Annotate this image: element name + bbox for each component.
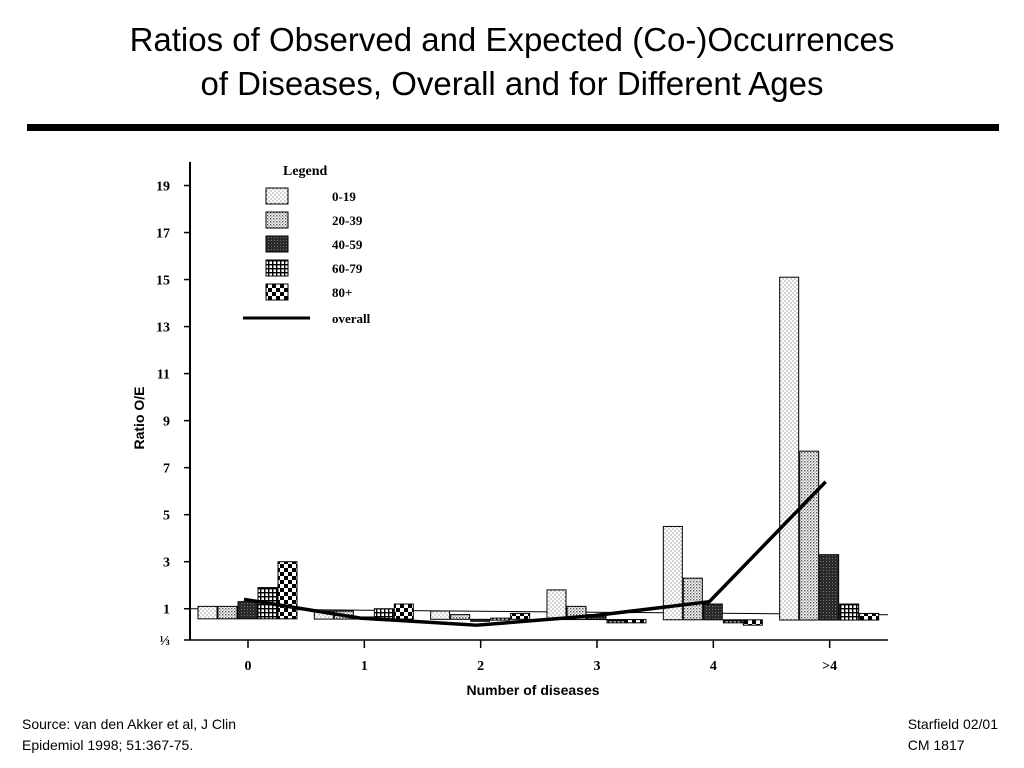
source-note: Source: van den Akker et al, J Clin Epid… <box>22 714 236 756</box>
y-tick-label: 5 <box>163 509 170 524</box>
overall-line-group <box>243 480 827 627</box>
y-tick-label: 17 <box>156 227 170 242</box>
bar-0-19-cat-3 <box>546 589 567 621</box>
bar-80-cat-0 <box>277 561 298 620</box>
overall-line <box>243 480 827 627</box>
x-tick-label: 3 <box>594 659 601 674</box>
y-tick-label: 1 <box>163 603 170 618</box>
bar-0-19-cat-4 <box>779 276 800 621</box>
bar-40-59-cat-4 <box>702 603 723 621</box>
legend-label-0-19: 0-19 <box>332 189 356 204</box>
bar-20-39-cat-4 <box>799 450 820 621</box>
x-tick-label: 0 <box>245 659 252 674</box>
bar-60-79-cat-4 <box>839 603 860 621</box>
bar-80-cat-3 <box>626 619 647 624</box>
legend-label-40-59: 40-59 <box>332 237 363 252</box>
x-axis-label: Number of diseases <box>466 682 599 698</box>
chart-axes <box>189 162 888 641</box>
legend-swatch-80 <box>265 283 289 301</box>
y-tick-label: 19 <box>156 180 170 195</box>
y-axis-label: Ratio O/E <box>131 386 147 449</box>
legend-swatch-40-59 <box>265 235 289 253</box>
slide-title: Ratios of Observed and Expected (Co-)Occ… <box>0 18 1024 106</box>
bar-60-79-cat-4 <box>722 619 743 624</box>
bar-80-cat-4 <box>859 612 880 621</box>
x-tick-label: 4 <box>710 659 717 674</box>
bar-40-59-cat-0 <box>237 601 258 620</box>
x-tick-label: 1 <box>361 659 368 674</box>
chart-bars <box>197 276 880 626</box>
legend-label-20-39: 20-39 <box>332 213 363 228</box>
credit-note: Starfield 02/01 CM 1817 <box>908 714 998 756</box>
bar-60-79-cat-2 <box>490 617 511 621</box>
legend-swatch-0-19 <box>265 187 289 205</box>
slide-title-line-1: Ratios of Observed and Expected (Co-)Occ… <box>129 21 895 58</box>
bar-20-39-cat-2 <box>450 614 471 620</box>
bar-40-59-cat-2 <box>470 618 491 622</box>
bar-80-cat-1 <box>393 603 414 620</box>
bar-0-19-cat-2 <box>430 610 451 620</box>
legend-swatch-20-39 <box>265 211 289 229</box>
legend-title: Legend <box>283 164 328 179</box>
title-rule <box>27 124 999 131</box>
legend-label-80: 80+ <box>332 285 352 300</box>
legend-label-60-79: 60-79 <box>332 261 363 276</box>
y-tick-label: ⅓ <box>160 634 171 649</box>
legend-label-overall: overall <box>332 311 371 326</box>
bar-0-19-cat-0 <box>197 605 218 620</box>
source-line-2: Epidemiol 1998; 51:367-75. <box>22 737 194 753</box>
legend-swatch-60-79 <box>265 259 289 277</box>
x-tick-label: >4 <box>822 659 837 674</box>
y-tick-label: 15 <box>156 274 170 289</box>
bar-60-79-cat-3 <box>606 619 627 624</box>
credit-line-1: Starfield 02/01 <box>907 716 998 732</box>
y-tick-label: 3 <box>163 556 170 571</box>
credit-line-2: CM 1817 <box>907 737 965 753</box>
bar-20-39-cat-0 <box>217 605 238 620</box>
slide-title-line-2: of Diseases, Overall and for Different A… <box>200 65 824 102</box>
bar-0-19-cat-4 <box>662 525 683 621</box>
x-tick-label: 2 <box>477 659 484 674</box>
y-tick-label: 7 <box>163 462 170 477</box>
source-line-1: Source: van den Akker et al, J Clin <box>22 716 236 732</box>
y-tick-label: 9 <box>163 415 170 430</box>
y-tick-label: 13 <box>156 321 170 336</box>
bar-40-59-cat-4 <box>819 554 840 621</box>
y-tick-label: 11 <box>157 368 170 383</box>
bar-80-cat-4 <box>742 619 763 626</box>
bar-20-39-cat-4 <box>682 577 703 621</box>
chart-legend: Legend 0-19 20-39 40-59 60-79 80+ overall <box>243 164 371 326</box>
bar-80-cat-2 <box>510 612 531 620</box>
